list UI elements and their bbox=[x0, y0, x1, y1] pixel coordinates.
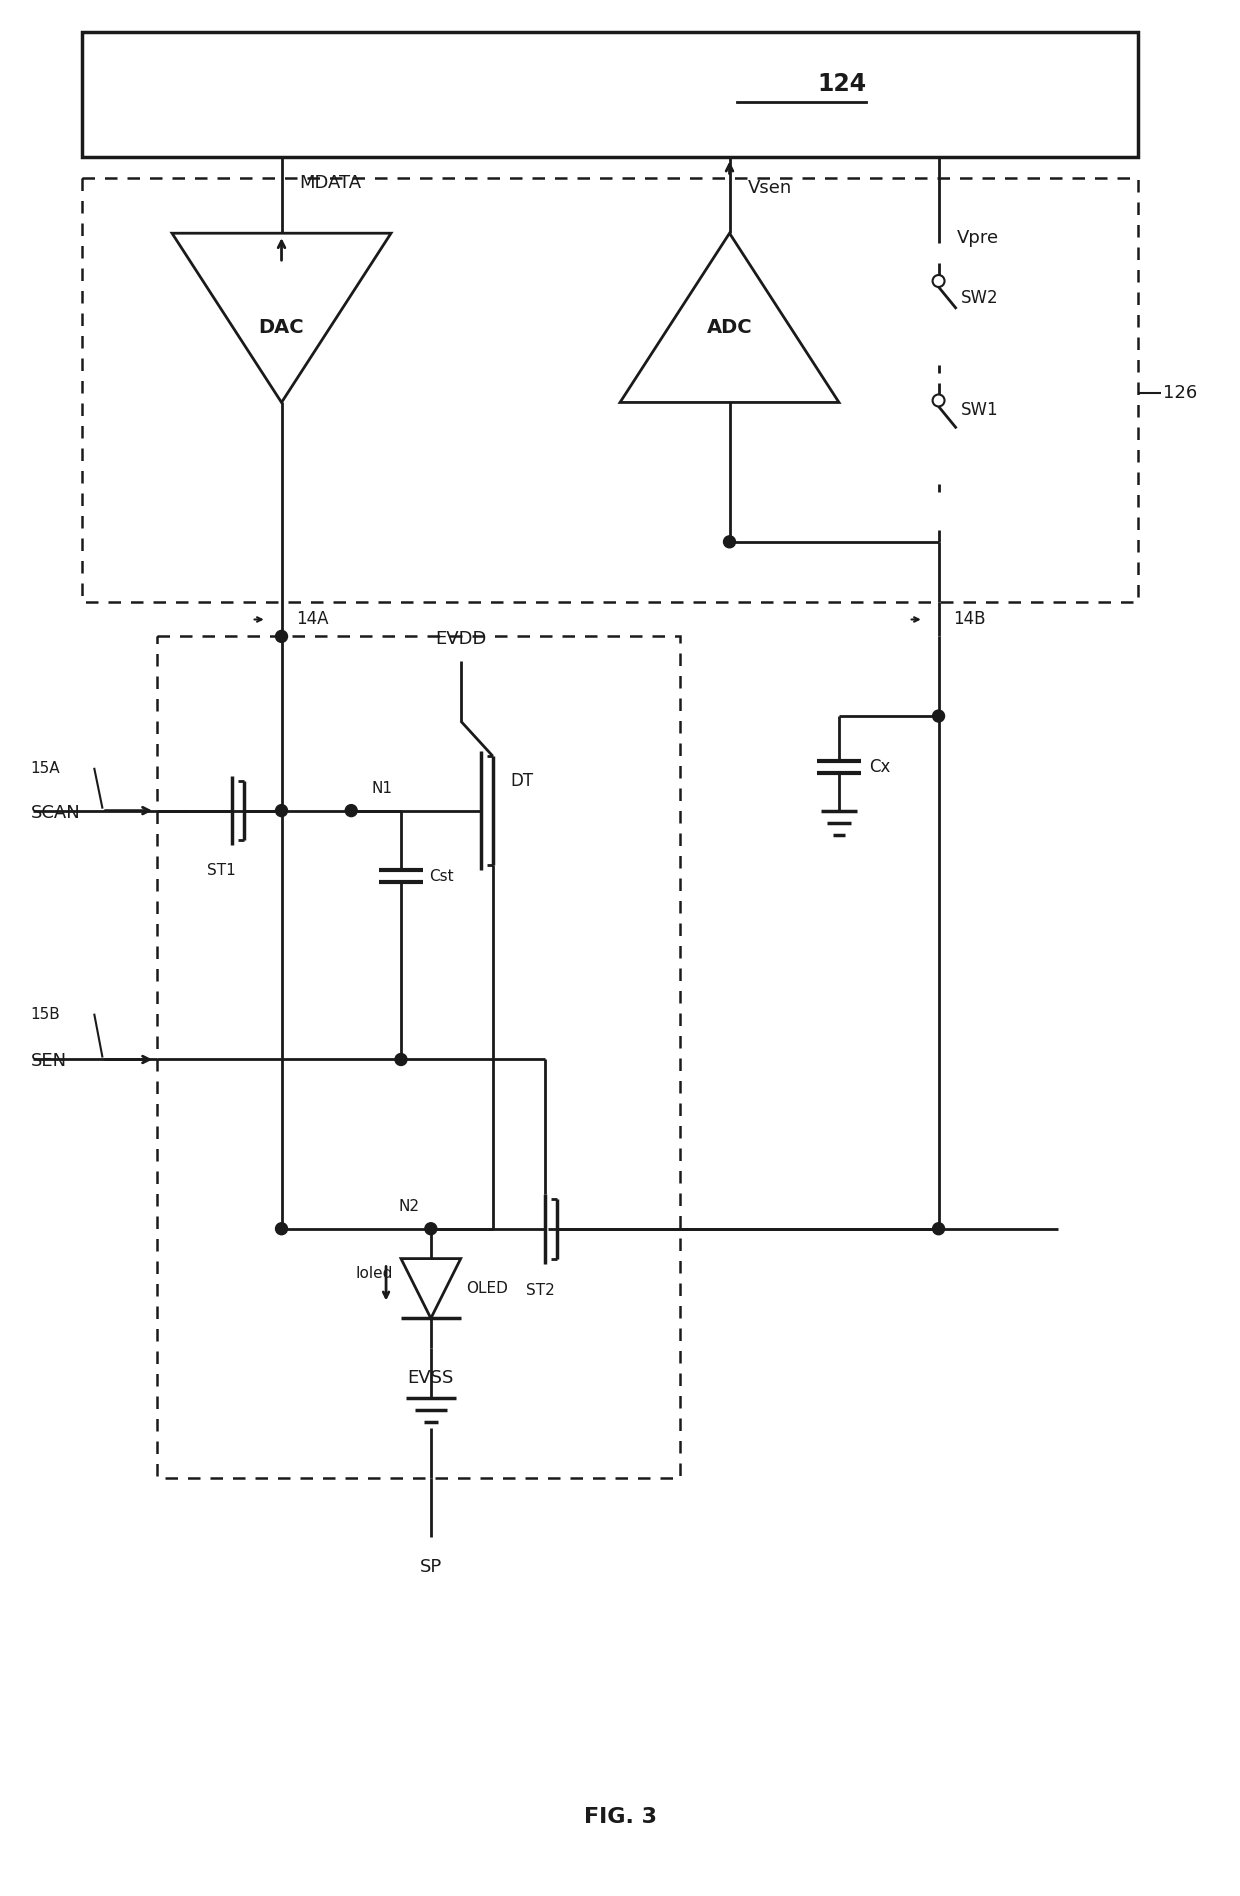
Text: 15B: 15B bbox=[31, 1007, 61, 1022]
Text: Ioled: Ioled bbox=[356, 1267, 393, 1282]
Text: 124: 124 bbox=[817, 72, 867, 97]
Text: 126: 126 bbox=[1163, 383, 1197, 402]
Text: FIG. 3: FIG. 3 bbox=[584, 1807, 656, 1828]
Text: DAC: DAC bbox=[259, 319, 304, 337]
Text: 14A: 14A bbox=[296, 611, 329, 628]
Circle shape bbox=[275, 1223, 288, 1234]
Bar bbox=[82, 178, 1137, 601]
Text: SCAN: SCAN bbox=[31, 804, 81, 821]
Text: SW2: SW2 bbox=[961, 288, 998, 307]
Text: SP: SP bbox=[419, 1559, 441, 1576]
Text: OLED: OLED bbox=[466, 1282, 507, 1297]
Text: Cx: Cx bbox=[869, 758, 890, 775]
Text: Vpre: Vpre bbox=[956, 229, 998, 246]
Text: DT: DT bbox=[511, 772, 533, 791]
Text: ADC: ADC bbox=[707, 319, 753, 337]
Text: EVDD: EVDD bbox=[435, 629, 486, 648]
Circle shape bbox=[723, 537, 735, 548]
Text: ST1: ST1 bbox=[207, 863, 236, 878]
Text: Vsen: Vsen bbox=[748, 180, 791, 197]
Text: 15A: 15A bbox=[31, 762, 61, 775]
Text: 14B: 14B bbox=[954, 611, 986, 628]
Text: SEN: SEN bbox=[31, 1052, 67, 1071]
Text: EVSS: EVSS bbox=[408, 1369, 454, 1388]
Circle shape bbox=[275, 804, 288, 817]
Circle shape bbox=[932, 1223, 945, 1234]
Circle shape bbox=[275, 631, 288, 643]
Text: MDATA: MDATA bbox=[299, 174, 362, 191]
Bar bbox=[82, 32, 1137, 157]
Text: SW1: SW1 bbox=[961, 402, 998, 419]
Circle shape bbox=[932, 711, 945, 722]
Bar bbox=[157, 637, 680, 1477]
Circle shape bbox=[396, 1054, 407, 1066]
Circle shape bbox=[345, 804, 357, 817]
Text: N1: N1 bbox=[371, 781, 392, 796]
Text: ST2: ST2 bbox=[526, 1284, 554, 1299]
Text: Cst: Cst bbox=[429, 868, 454, 884]
Text: N2: N2 bbox=[398, 1200, 419, 1213]
Circle shape bbox=[425, 1223, 436, 1234]
